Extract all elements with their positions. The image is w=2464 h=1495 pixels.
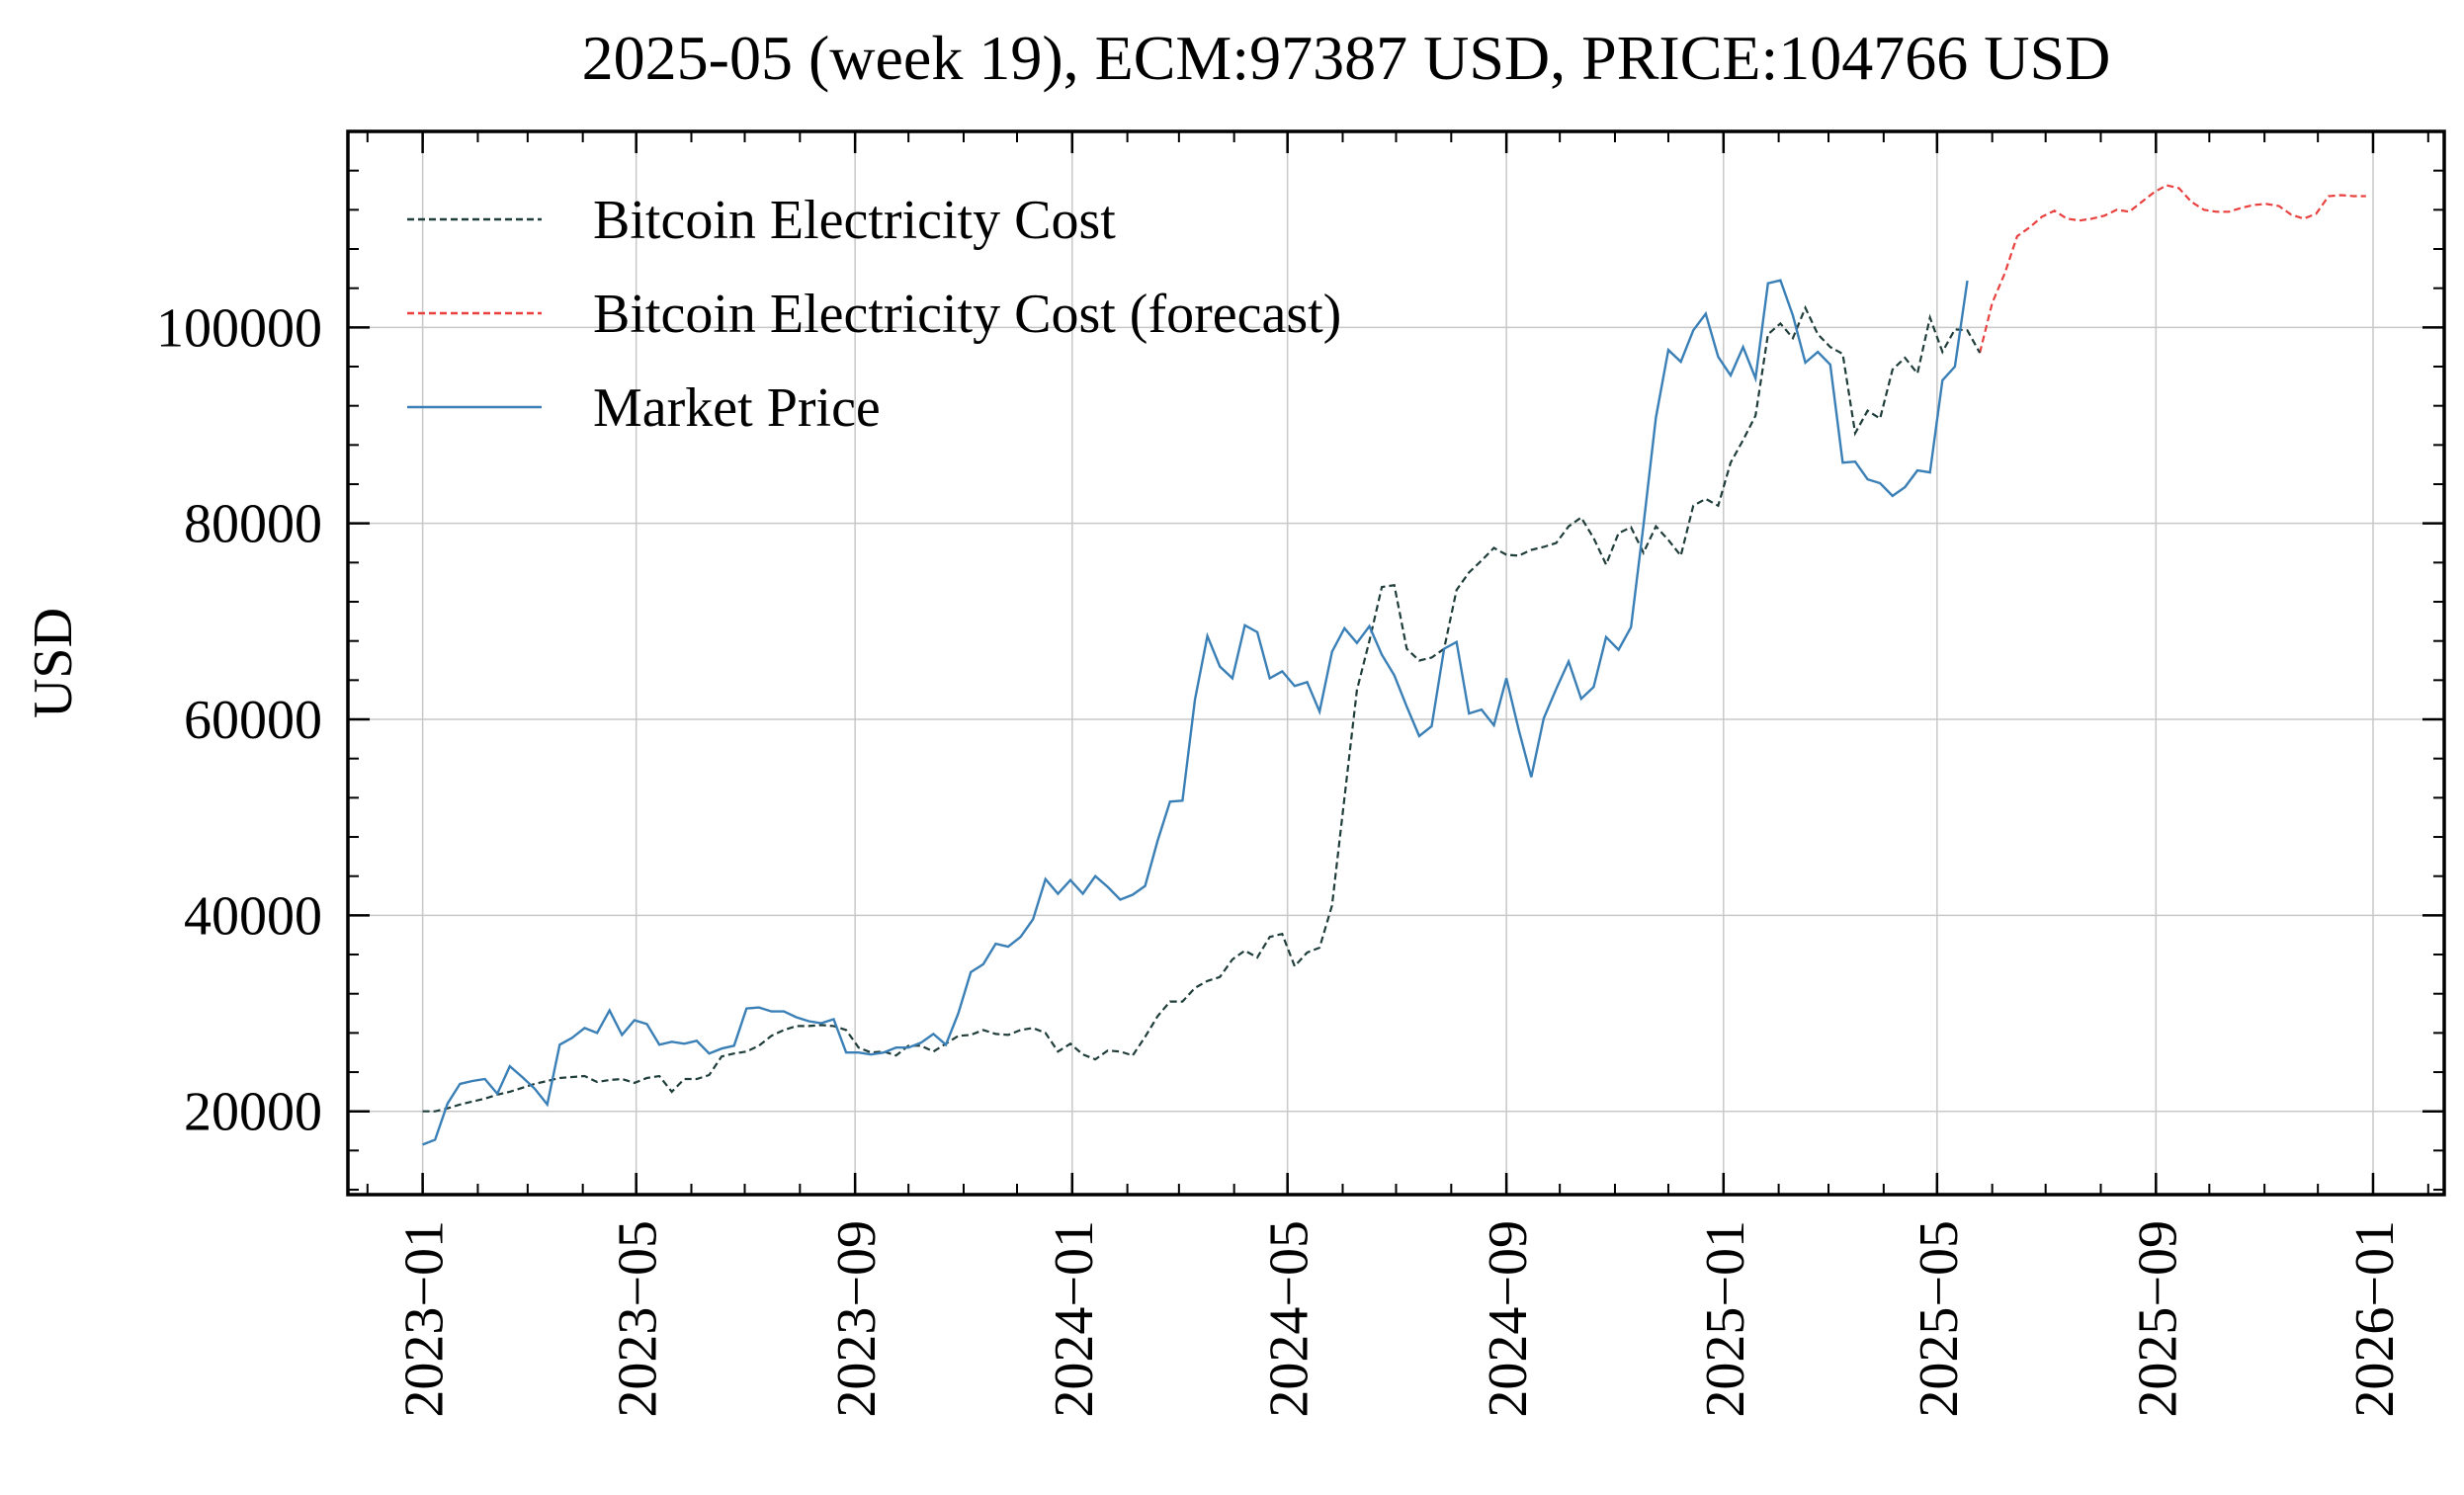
series-line xyxy=(1979,184,2366,354)
x-tick-label: 2024−05 xyxy=(1259,1220,1320,1418)
chart-title: 2025-05 (week 19), ECM:97387 USD, PRICE:… xyxy=(582,23,2111,93)
x-tick-label: 2024−01 xyxy=(1044,1220,1105,1418)
x-tick-label: 2025−01 xyxy=(1695,1220,1756,1418)
x-tick-label: 2023−09 xyxy=(826,1220,888,1418)
x-tick-label: 2025−05 xyxy=(1909,1220,1970,1418)
series-line xyxy=(422,279,1969,1146)
series-line xyxy=(422,304,1982,1113)
y-tick-label: 80000 xyxy=(184,494,322,555)
x-tick-label: 2026−01 xyxy=(2344,1220,2406,1418)
x-tick-label: 2023−05 xyxy=(608,1220,669,1418)
y-tick-label: 60000 xyxy=(184,690,322,751)
x-tick-label: 2023−01 xyxy=(394,1220,456,1418)
y-axis-title: USD xyxy=(23,608,84,718)
legend-label: Market Price xyxy=(593,377,881,439)
x-tick-label: 2025−09 xyxy=(2127,1220,2188,1418)
series-lines xyxy=(422,184,2366,1146)
x-axis-tick-labels: 2023−01 2023−05 2023−09 2024−01 2024−05 2024−… xyxy=(394,1220,2406,1418)
legend: Bitcoin Electricity Cost Bitcoin Electric… xyxy=(407,190,1341,439)
x-tick-label: 2024−09 xyxy=(1478,1220,1539,1418)
y-axis-tick-labels: 20000 40000 60000 80000 100000 xyxy=(156,297,322,1142)
y-tick-label: 20000 xyxy=(184,1082,322,1143)
y-tick-label: 100000 xyxy=(156,297,322,359)
legend-label: Bitcoin Electricity Cost xyxy=(593,190,1116,251)
legend-label: Bitcoin Electricity Cost (forecast) xyxy=(593,284,1341,345)
axis-ticks xyxy=(348,131,2444,1195)
grid xyxy=(348,131,2444,1195)
y-tick-label: 40000 xyxy=(184,885,322,947)
